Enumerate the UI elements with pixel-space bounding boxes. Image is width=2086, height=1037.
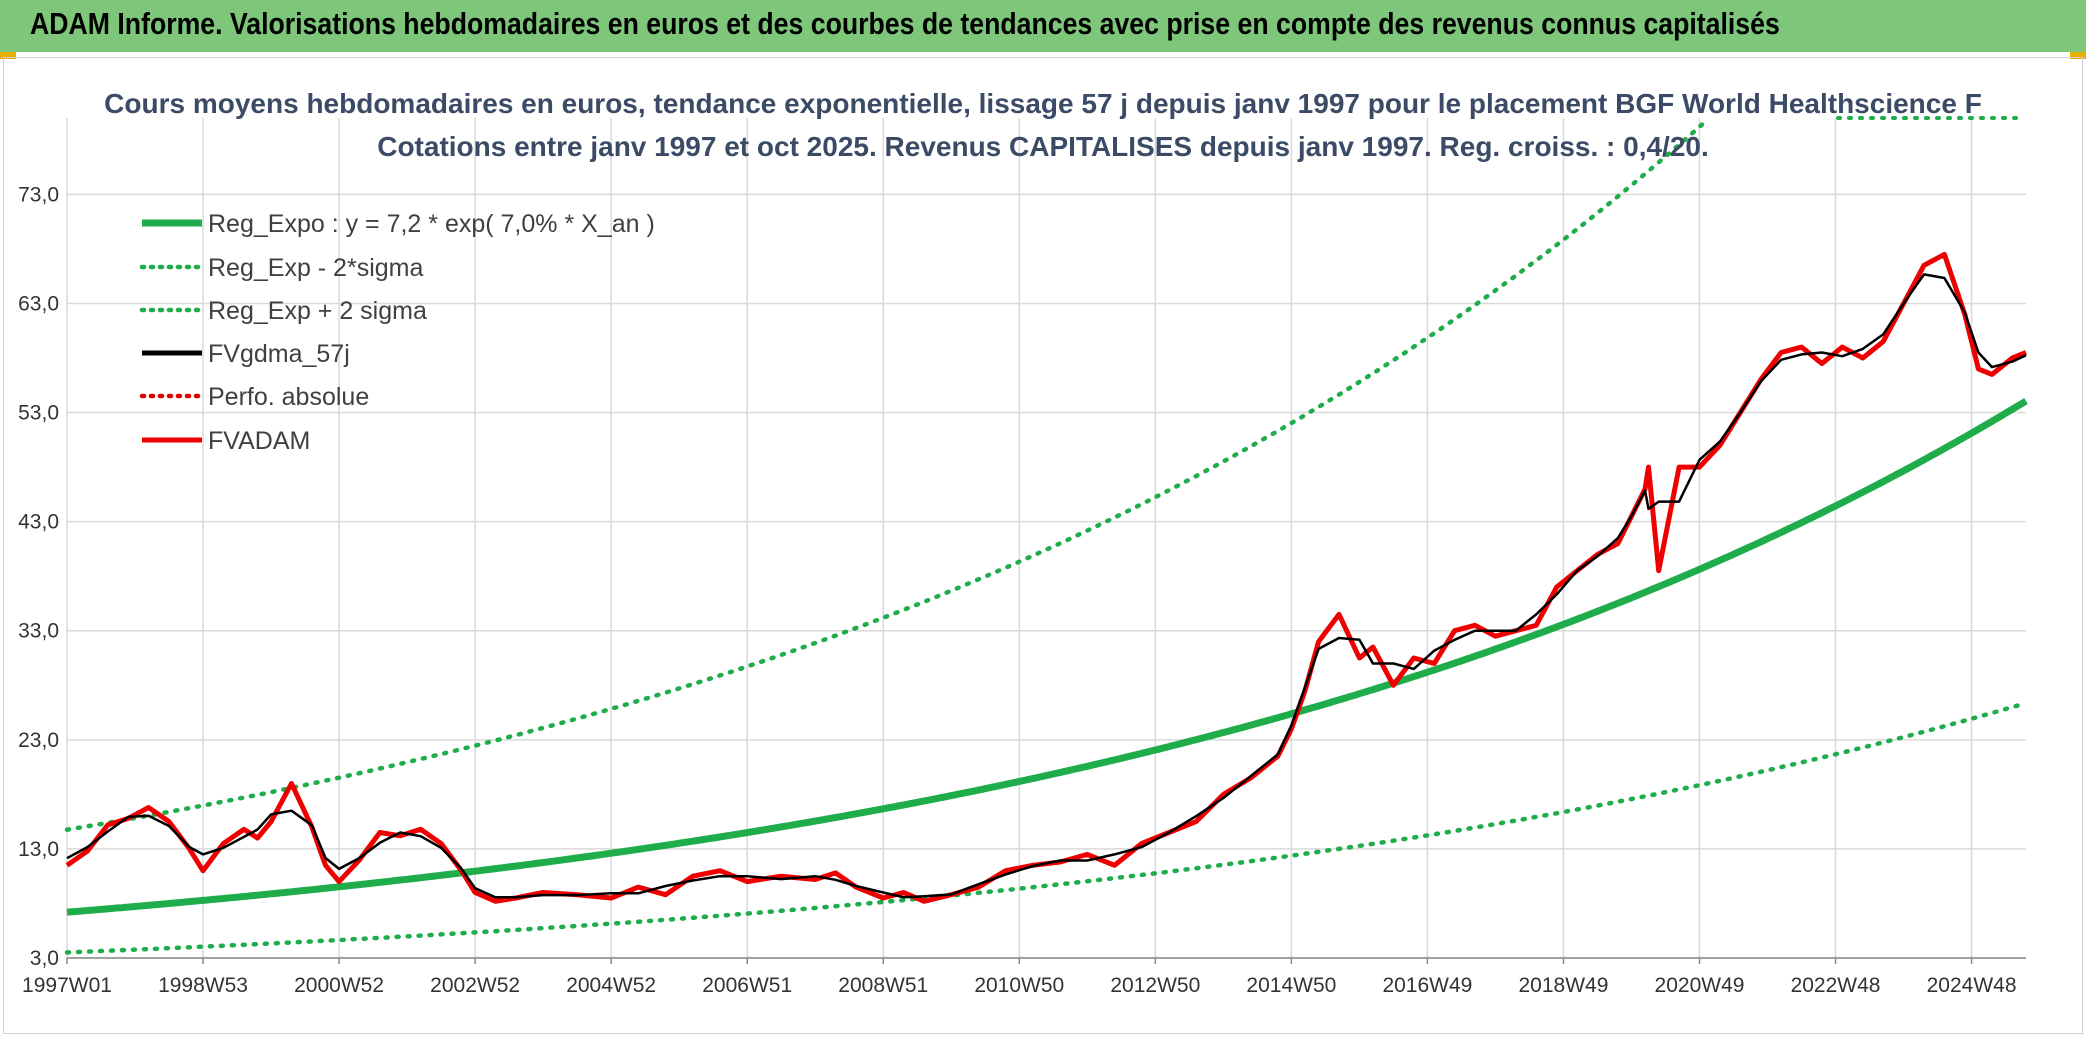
corner-mark-left [0,52,16,59]
series-reg-minus-2sigma [64,700,2029,955]
x-tick-label: 1998W53 [158,974,248,997]
y-tick-label: 43,0 [18,511,59,534]
series-fvgdma-57j [66,273,2027,899]
x-tick-label: 2010W50 [974,974,1064,997]
plot-area [64,118,2029,955]
x-tick-label: 2020W49 [1655,974,1745,997]
legend-label: Reg_Exp + 2 sigma [208,297,427,325]
x-tick-label: 2022W48 [1791,974,1881,997]
legend: Reg_Expo : y = 7,2 * exp( 7,0% * X_an ) R… [139,210,655,455]
x-tick-label: 2004W52 [566,974,656,997]
x-tick-label: 2012W50 [1110,974,1200,997]
series-reg-expo [66,398,2028,916]
x-tick-label: 2002W52 [430,974,520,997]
chart-title: Cours moyens hebdomadaires en euros, ten… [104,88,1982,119]
report-title: ADAM Informe. Valorisations hebdomadaire… [30,6,1780,41]
y-tick-label: 23,0 [18,729,59,752]
y-tick-label: 13,0 [18,838,59,861]
x-tick-label: 2006W51 [702,974,792,997]
legend-label: FVADAM [208,427,310,455]
y-tick-label: 3,0 [30,947,59,970]
x-tick-label: 2018W49 [1519,974,1609,997]
legend-label: Reg_Exp - 2*sigma [208,254,423,282]
y-tick-label: 33,0 [18,620,59,643]
x-tick-label: 2016W49 [1382,974,1472,997]
y-tick-label: 53,0 [18,402,59,425]
x-tick-label: 2014W50 [1246,974,1336,997]
legend-label: Reg_Expo : y = 7,2 * exp( 7,0% * X_an ) [208,210,655,238]
legend-label: Perfo. absolue [208,383,369,411]
y-axis: 3,0 13,0 23,0 33,0 43,0 53,0 63,0 73,0 [18,183,59,970]
x-axis: 1997W01 1998W53 2000W52 2002W52 2004W52 2006W… [22,957,2026,997]
chart-frame [3,57,2083,1034]
chart-grid [66,118,2026,959]
y-tick-label: 63,0 [18,292,59,315]
series-fvadam [65,251,2027,904]
x-tick-label: 2024W48 [1927,974,2017,997]
legend-label: FVgdma_57j [208,340,350,368]
x-tick-label: 2000W52 [294,974,384,997]
y-tick-label: 73,0 [18,183,59,206]
x-tick-label: 2008W51 [838,974,928,997]
corner-mark-right [2070,52,2086,59]
report-banner: ADAM Informe. Valorisations hebdomadaire… [0,0,2086,52]
chart-subtitle: Cotations entre janv 1997 et oct 2025. R… [377,131,1709,162]
series-reg-plus-2sigma [64,118,1709,832]
x-tick-label: 1997W01 [22,974,112,997]
